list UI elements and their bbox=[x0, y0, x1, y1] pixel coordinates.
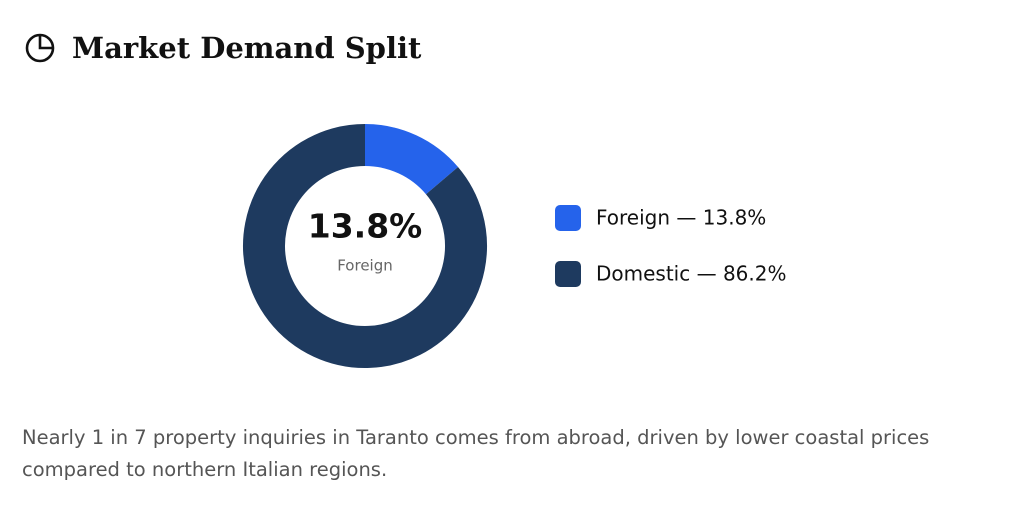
donut-segment bbox=[243, 124, 487, 368]
chart-title: Market Demand Split bbox=[72, 31, 422, 65]
legend-swatch bbox=[555, 205, 581, 231]
caption: Nearly 1 in 7 property inquiries in Tara… bbox=[22, 426, 930, 481]
title-icon bbox=[25, 33, 55, 63]
legend-label: Foreign — 13.8% bbox=[596, 206, 766, 230]
donut-segment bbox=[364, 124, 459, 195]
legend-label: Domestic — 86.2% bbox=[596, 262, 787, 286]
center-label: Foreign bbox=[337, 257, 393, 275]
legend-swatch bbox=[555, 261, 581, 287]
center-value: 13.8% bbox=[308, 207, 423, 246]
